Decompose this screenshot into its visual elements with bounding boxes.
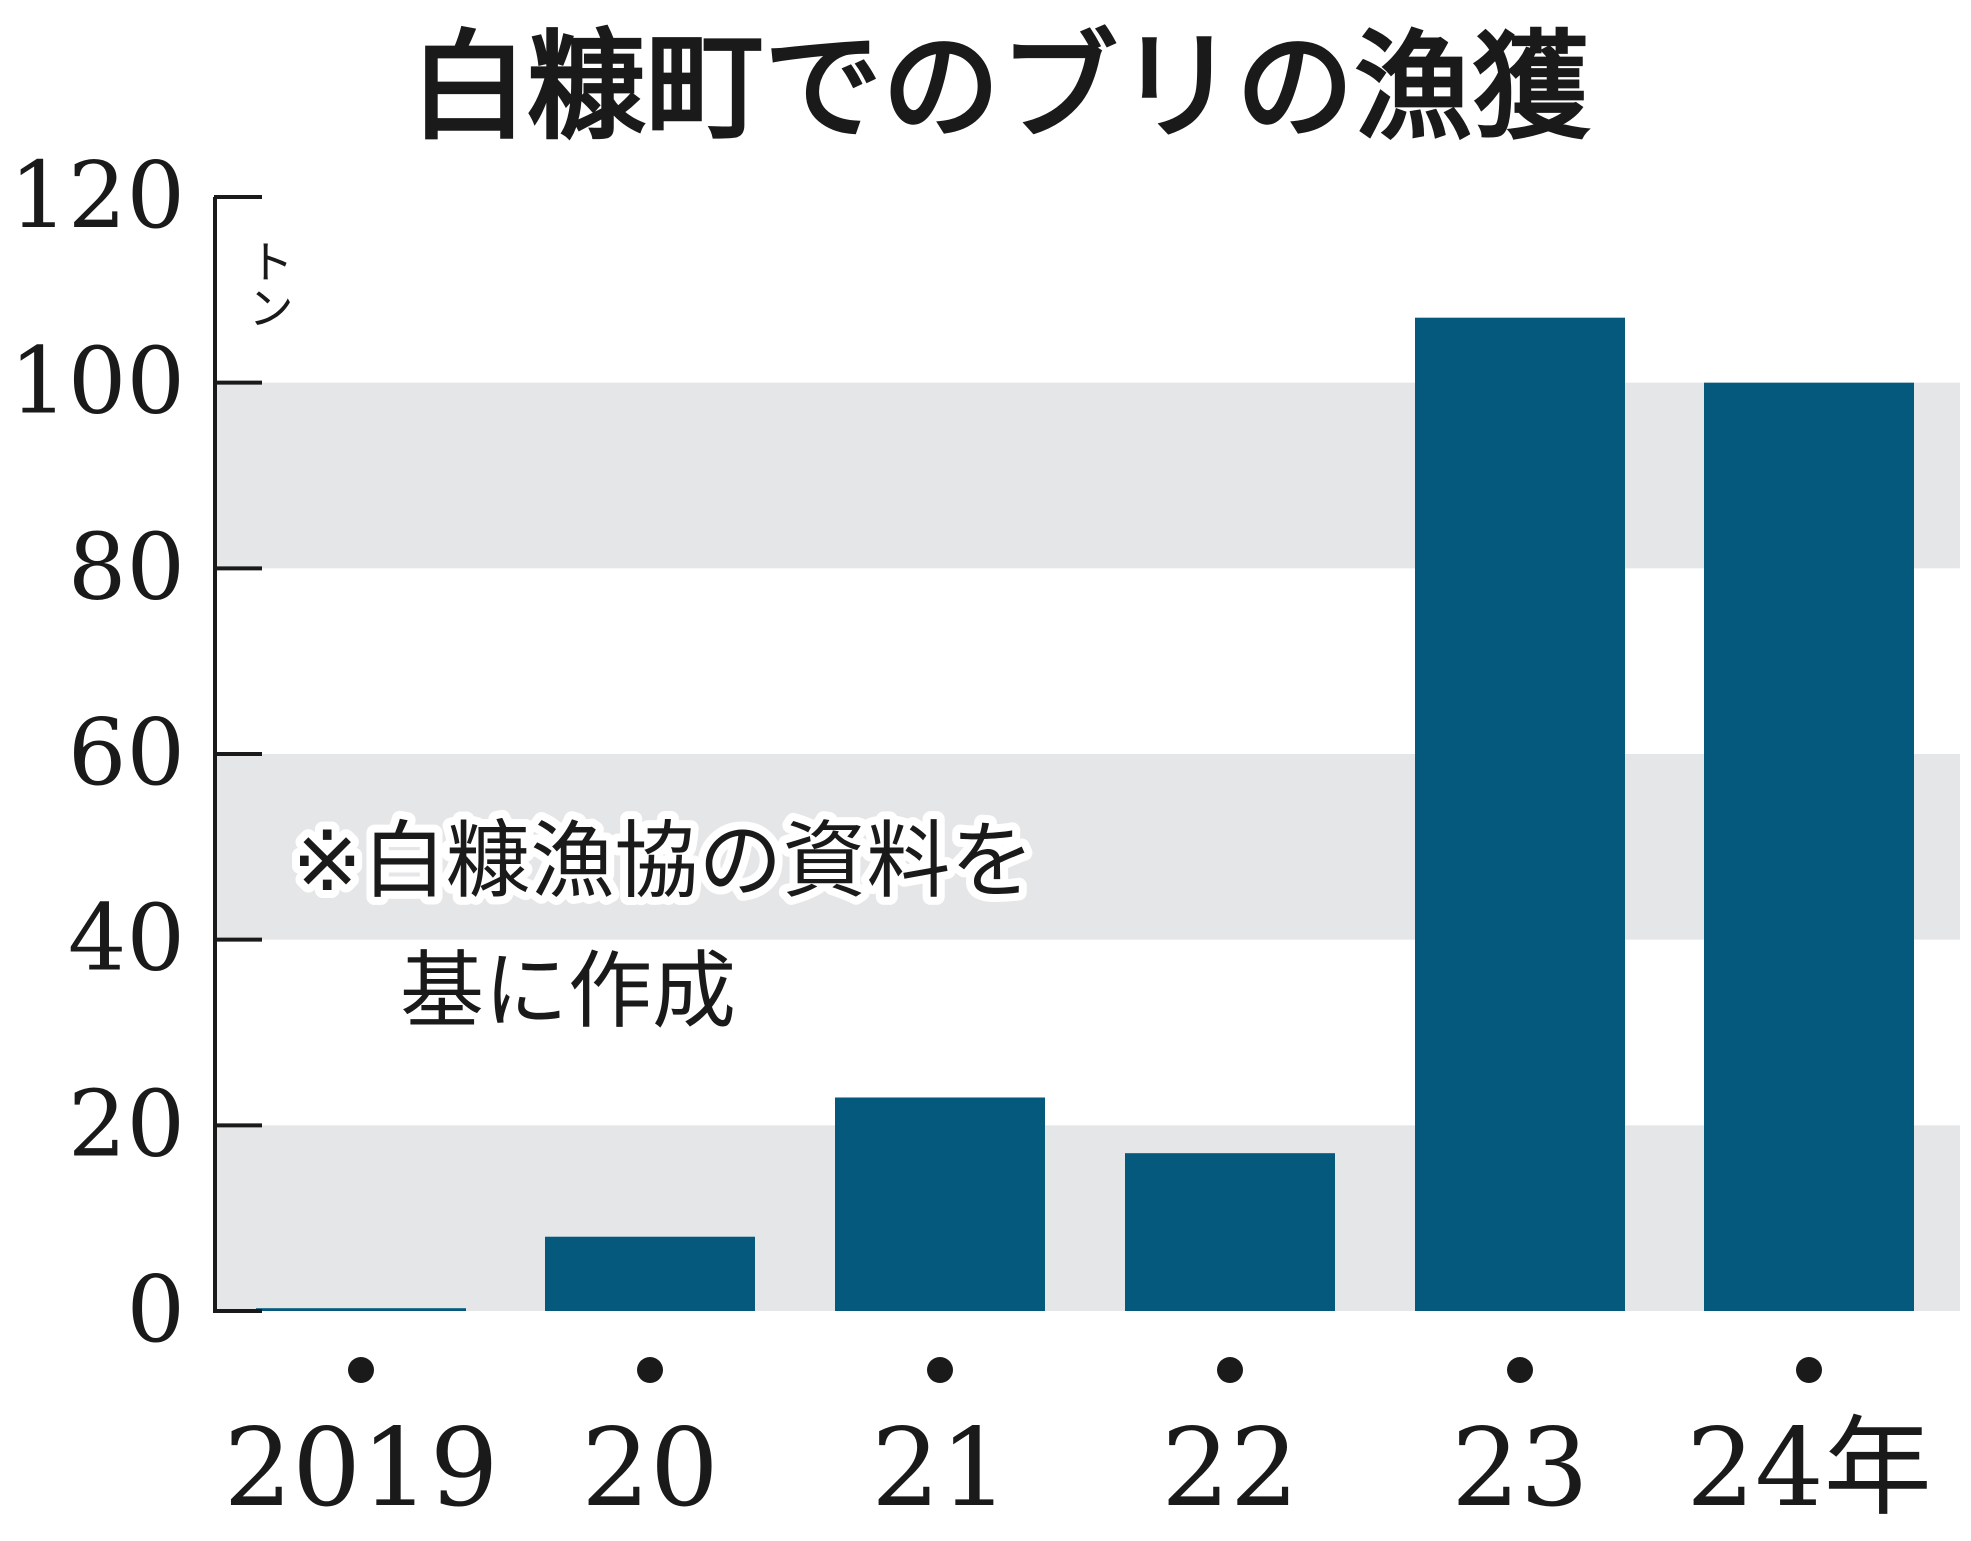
bar — [1704, 382, 1914, 1312]
y-tick-label: 40 — [68, 885, 185, 992]
y-tick-label: 20 — [68, 1070, 185, 1177]
y-tick-labels: 0 20 40 60 80 100 120 — [9, 142, 185, 1363]
bar — [835, 1097, 1045, 1311]
y-axis-unit-label: トン — [241, 238, 295, 330]
x-tick-dot — [927, 1357, 953, 1383]
x-tick-label: 22 — [1161, 1406, 1298, 1531]
grid-band — [215, 754, 1960, 940]
grid-bands — [215, 382, 1960, 1311]
bar — [545, 1236, 755, 1311]
x-tick-dot — [1796, 1357, 1822, 1383]
bar — [256, 1308, 466, 1311]
source-note-line-2: 基に作成 — [400, 942, 736, 1040]
x-tick-label: 20 — [581, 1406, 718, 1531]
x-tick-dot — [1507, 1357, 1533, 1383]
chart-title: 白糠町でのブリの漁獲 — [410, 18, 1591, 156]
grid-band — [215, 382, 1960, 569]
y-tick-label: 80 — [68, 513, 185, 620]
x-tick-dot — [348, 1357, 374, 1383]
x-tick-dot — [1217, 1357, 1243, 1383]
y-tick-label: 0 — [126, 1256, 185, 1363]
x-tick-label: 21 — [871, 1406, 1008, 1531]
x-tick-dot — [637, 1357, 663, 1383]
y-tick-label: 60 — [68, 699, 185, 806]
source-note-line-1: ※白糠漁協の資料を — [292, 812, 1034, 910]
bar — [1415, 317, 1625, 1311]
x-tick-label: 24年 — [1686, 1406, 1931, 1531]
bars — [256, 317, 1914, 1312]
y-axis — [213, 195, 262, 1313]
y-tick-label: 100 — [9, 328, 185, 435]
x-tick-label: 2019 — [224, 1406, 499, 1531]
x-tick-labels: 2019 20 21 22 23 24年 — [224, 1357, 1932, 1531]
bar — [1125, 1153, 1335, 1311]
x-tick-label: 23 — [1451, 1406, 1588, 1531]
y-tick-label: 120 — [9, 142, 185, 249]
grid-band — [215, 1125, 1960, 1311]
